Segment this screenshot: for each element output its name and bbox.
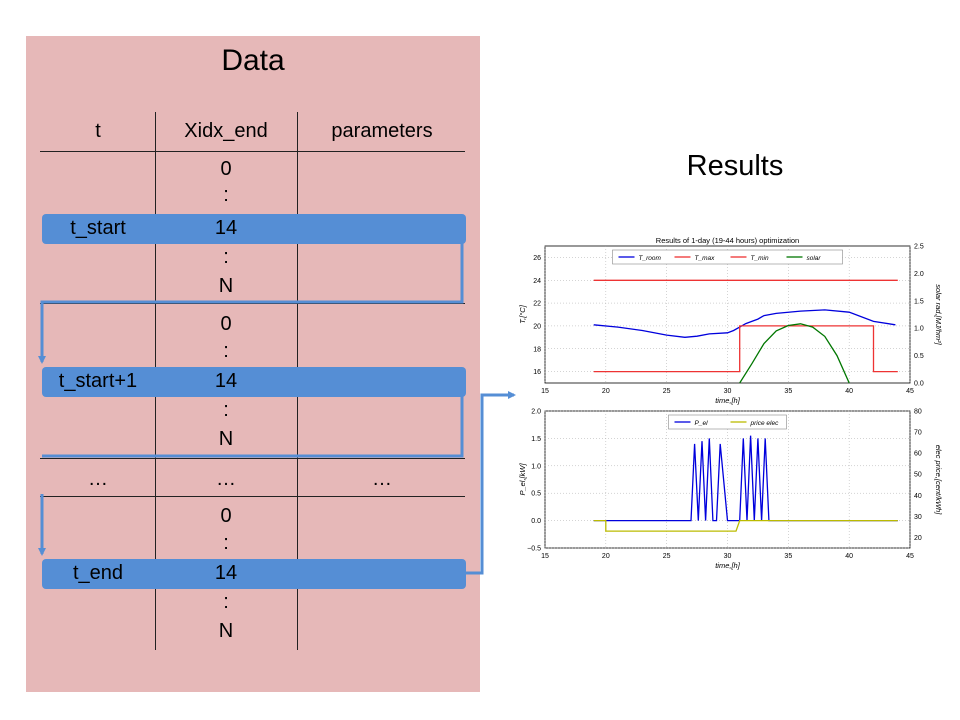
- x-axis-label: time,[h]: [715, 396, 741, 405]
- y2-tick-label: 0.0: [914, 381, 924, 388]
- header-divider: [40, 151, 465, 152]
- idx-14: 14: [214, 562, 238, 584]
- idx-dots: :: [223, 532, 229, 554]
- y-tick-label: 24: [533, 278, 541, 285]
- x-tick-label: 25: [663, 553, 671, 560]
- x-tick-label: 30: [724, 553, 732, 560]
- idx-zero: 0: [220, 158, 232, 180]
- legend-box: [668, 414, 787, 430]
- idx-dots: :: [223, 184, 229, 206]
- legend-label: T_room: [639, 255, 662, 262]
- x-tick-label: 15: [541, 388, 549, 395]
- x-tick-label: 45: [906, 388, 914, 395]
- legend-label: solar: [807, 255, 822, 262]
- y2-tick-label: 1.0: [914, 326, 924, 333]
- x-tick-label: 15: [541, 553, 549, 560]
- y-tick-label: −0.5: [527, 546, 541, 553]
- chart-title: Results of 1-day (19-44 hours) optimizat…: [656, 236, 799, 245]
- highlight-row-t-start: [42, 214, 466, 244]
- x-tick-label: 20: [602, 388, 610, 395]
- y-tick-label: 20: [533, 323, 541, 330]
- y2-tick-label: 40: [914, 493, 922, 500]
- y2-tick-label: 0.5: [914, 353, 924, 360]
- legend-label: P_el: [695, 420, 709, 427]
- legend-box: [612, 249, 843, 265]
- legend-label: T_min: [751, 255, 769, 262]
- legend-label: T_max: [695, 255, 716, 262]
- series-line-solar: [739, 323, 850, 384]
- idx-n: N: [218, 620, 234, 642]
- y-tick-label: 26: [533, 255, 541, 262]
- results-title: Results: [686, 150, 784, 182]
- y2-tick-label: 2.0: [914, 271, 924, 278]
- y-tick-label: 2.0: [531, 409, 541, 416]
- idx-14: 14: [214, 370, 238, 392]
- y2-tick-label: 80: [914, 409, 922, 416]
- plot-area-2: [544, 410, 911, 549]
- series-line-price-elec: [593, 519, 898, 532]
- highlight-row-t-end: [42, 559, 466, 589]
- x-tick-label: 35: [784, 388, 792, 395]
- y-axis-label: P_el,[kW]: [518, 463, 527, 496]
- y2-tick-label: 30: [914, 514, 922, 521]
- x-tick-label: 25: [663, 388, 671, 395]
- group-divider-2: [40, 458, 465, 459]
- y-tick-label: 0.0: [531, 518, 541, 525]
- y2-tick-label: 70: [914, 430, 922, 437]
- y-tick-label: 18: [533, 346, 541, 353]
- x-tick-label: 20: [602, 553, 610, 560]
- y-tick-label: 22: [533, 301, 541, 308]
- y-tick-label: 1.0: [531, 463, 541, 470]
- t-label-t-start: t_start: [70, 217, 126, 239]
- header-xidx-end: Xidx_end: [184, 120, 268, 142]
- x-tick-label: 40: [845, 553, 853, 560]
- y2-tick-label: 60: [914, 451, 922, 458]
- series-line-p_el: [593, 435, 898, 522]
- x-tick-label: 45: [906, 553, 914, 560]
- ellipsis-t: …: [88, 468, 108, 490]
- t-label-t-start-plus-1: t_start+1: [58, 370, 138, 392]
- x-axis-label: time,[h]: [715, 561, 741, 570]
- y2-tick-label: 1.5: [914, 298, 924, 305]
- y-tick-label: 1.5: [531, 436, 541, 443]
- idx-dots: :: [223, 591, 229, 613]
- group-divider-3: [40, 496, 465, 497]
- idx-zero: 0: [220, 505, 232, 527]
- y2-tick-label: 20: [914, 535, 922, 542]
- y2-axis-label: elec price,[cent/kWh]: [934, 445, 943, 516]
- x-tick-label: 30: [724, 388, 732, 395]
- y-tick-label: 0.5: [531, 491, 541, 498]
- t-label-t-end: t_end: [72, 562, 124, 584]
- y-axis-label: T,[°C]: [518, 304, 527, 323]
- data-title: Data: [221, 44, 285, 77]
- header-t: t: [95, 120, 101, 142]
- x-tick-label: 35: [784, 553, 792, 560]
- x-tick-label: 40: [845, 388, 853, 395]
- header-parameters: parameters: [331, 120, 433, 142]
- y2-axis-label: solar rad,[MJ/hm²]: [934, 284, 943, 345]
- ellipsis-parameters: …: [372, 468, 392, 490]
- highlight-row-t-start-plus-1: [42, 367, 466, 397]
- ellipsis-idx: …: [216, 468, 236, 490]
- y-tick-label: 16: [533, 369, 541, 376]
- y2-tick-label: 2.5: [914, 244, 924, 251]
- y2-tick-label: 50: [914, 472, 922, 479]
- legend-label: price elec: [750, 420, 780, 427]
- idx-14: 14: [214, 217, 238, 239]
